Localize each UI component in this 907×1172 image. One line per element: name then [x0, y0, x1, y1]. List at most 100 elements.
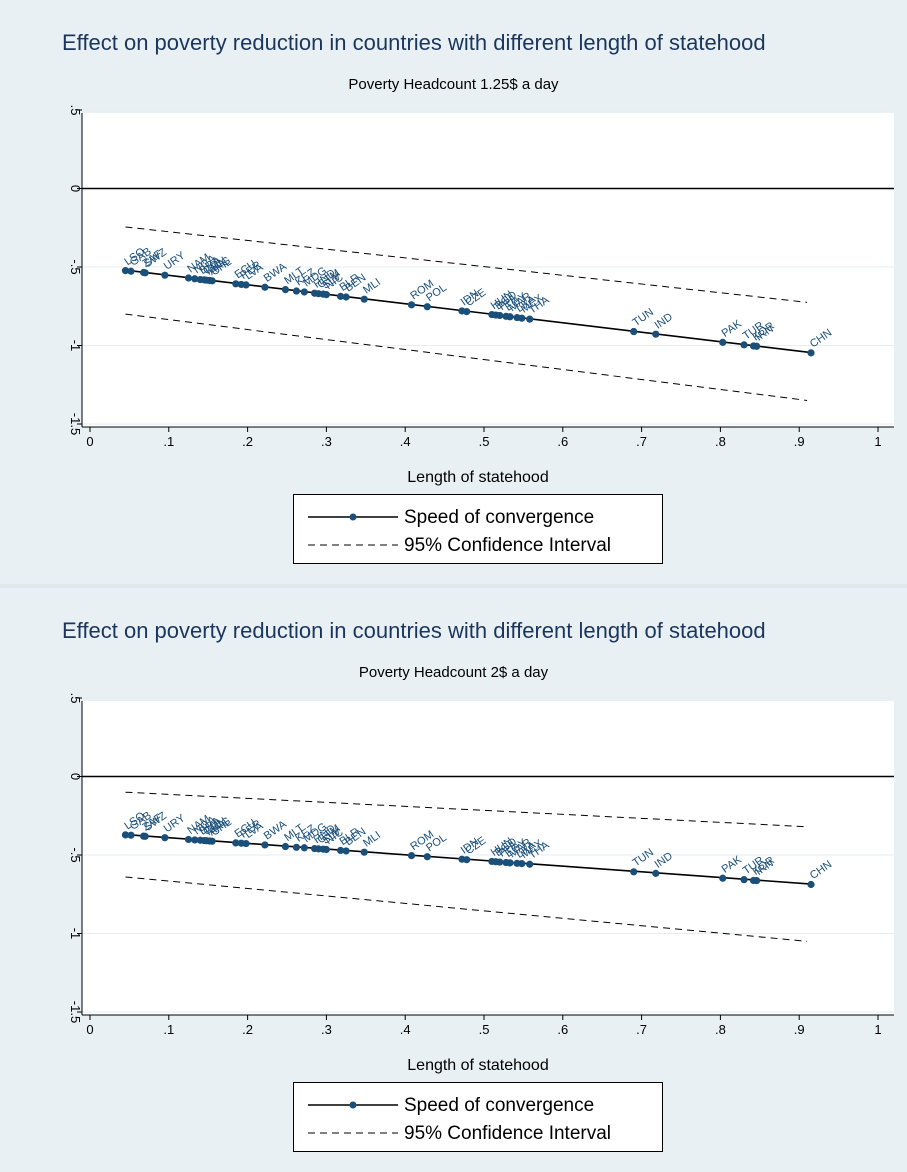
- y-tick-label: 0: [68, 185, 83, 192]
- data-point-blr: [336, 292, 345, 300]
- data-point-pak: [719, 338, 727, 346]
- x-tick-label: .2: [242, 434, 253, 449]
- data-point-ben: [342, 293, 350, 301]
- data-point-rom: [407, 301, 416, 309]
- x-tick-label: 1: [874, 434, 881, 449]
- chart-title: Effect on poverty reduction in countries…: [62, 30, 766, 55]
- data-point-mar: [506, 313, 514, 321]
- legend-dashed-swatch: [308, 1132, 398, 1134]
- x-axis-label: Length of statehood: [407, 1057, 548, 1074]
- chart-subtitle: Poverty Headcount 2$ a day: [358, 664, 549, 681]
- data-point-lva: [242, 281, 250, 289]
- data-point-pol: [423, 853, 431, 861]
- x-tick-label: .8: [715, 434, 726, 449]
- data-point-chn: [807, 880, 815, 889]
- ci-lower-line: [125, 313, 808, 401]
- y-tick-label: -.5: [68, 847, 83, 862]
- y-tick-label: -.5: [68, 259, 83, 274]
- x-tick-label: .9: [794, 434, 805, 449]
- data-point-mdg: [300, 844, 308, 852]
- data-point-tur: [740, 876, 748, 884]
- data-point-blr: [336, 846, 345, 855]
- data-point-ind: [652, 330, 660, 338]
- ci-upper-line: [125, 226, 808, 303]
- y-tick-label: -1: [68, 928, 83, 940]
- x-tick-label: 1: [874, 1022, 881, 1037]
- data-point-phl: [496, 311, 504, 320]
- data-point-irn: [753, 342, 761, 350]
- data-point-ury: [161, 271, 169, 279]
- chart-title: Effect on poverty reduction in countries…: [62, 618, 766, 643]
- chart-subtitle: Poverty Headcount 1.25$ a day: [348, 76, 559, 93]
- y-tick-label: .5: [68, 693, 83, 704]
- x-tick-label: .7: [636, 434, 647, 449]
- legend-label: 95% Confidence Interval: [404, 1123, 612, 1144]
- legend-dashed-swatch: [308, 544, 398, 546]
- legend-item-ci: 95% Confidence Interval: [294, 1118, 662, 1148]
- y-tick-label: .5: [68, 105, 83, 116]
- legend: Speed of convergence 95% Confidence Inte…: [293, 1082, 663, 1152]
- data-point-ind: [652, 869, 660, 877]
- ci-upper-line: [125, 791, 808, 828]
- x-tick-label: .5: [479, 1022, 490, 1037]
- x-tick-label: .6: [557, 434, 568, 449]
- legend-solid-marker-swatch: [308, 1101, 398, 1109]
- data-point-mlt: [281, 286, 290, 294]
- x-tick-label: .4: [400, 1022, 411, 1037]
- data-point-gab: [127, 831, 135, 839]
- legend-label: 95% Confidence Interval: [404, 535, 612, 556]
- data-point-nic: [322, 291, 330, 299]
- plot-background: [82, 701, 894, 1015]
- x-tick-label: .6: [557, 1022, 568, 1037]
- data-point-nic: [322, 845, 330, 854]
- data-point-lva: [242, 839, 250, 848]
- x-tick-label: .4: [400, 434, 411, 449]
- data-point-rom: [407, 852, 416, 860]
- data-point-nam: [184, 835, 193, 844]
- legend-item-speed: Speed of convergence: [294, 1090, 662, 1120]
- data-point-mex: [518, 860, 526, 868]
- y-tick-label: -1.5: [68, 413, 83, 435]
- x-tick-label: .9: [794, 1022, 805, 1037]
- data-point-irn: [753, 876, 761, 885]
- data-point-nga: [191, 275, 199, 283]
- data-point-bwa: [261, 841, 269, 849]
- data-point-nam: [184, 274, 193, 282]
- x-tick-label: .1: [163, 434, 174, 449]
- y-tick-label: -1.5: [68, 1001, 83, 1023]
- data-point-mdg: [300, 288, 308, 296]
- data-point-pak: [719, 874, 727, 882]
- legend-label: Speed of convergence: [404, 1095, 595, 1116]
- data-point-kez: [292, 287, 301, 295]
- chart-panel-1-25: Effect on poverty reduction in countries…: [0, 0, 907, 584]
- data-point-mli: [360, 295, 368, 303]
- data-point-lso: [121, 267, 130, 275]
- data-point-nga: [191, 836, 199, 844]
- x-tick-label: 0: [86, 1022, 93, 1037]
- data-point-mli: [360, 848, 368, 856]
- ci-lower-line: [125, 876, 808, 942]
- x-tick-label: 0: [86, 434, 93, 449]
- x-axis-label: Length of statehood: [407, 469, 548, 486]
- data-point-pol: [423, 303, 431, 311]
- y-tick-label: -1: [68, 340, 83, 352]
- legend-label: Speed of convergence: [404, 507, 595, 528]
- legend-solid-marker-swatch: [308, 513, 398, 521]
- x-tick-label: .5: [479, 434, 490, 449]
- data-point-swz: [141, 832, 149, 840]
- x-tick-label: .8: [715, 1022, 726, 1037]
- legend-item-speed: Speed of convergence: [294, 502, 662, 532]
- data-point-tha: [526, 860, 534, 868]
- x-tick-label: .3: [321, 1022, 332, 1037]
- data-point-tur: [740, 341, 748, 349]
- data-point-swz: [141, 269, 149, 277]
- legend: Speed of convergence 95% Confidence Inte…: [293, 494, 663, 564]
- data-point-ury: [161, 834, 169, 842]
- data-point-mlt: [281, 842, 290, 851]
- data-point-chl: [208, 277, 216, 285]
- data-point-ben: [342, 847, 350, 855]
- data-point-tun: [630, 868, 638, 876]
- data-point-mar: [506, 859, 514, 867]
